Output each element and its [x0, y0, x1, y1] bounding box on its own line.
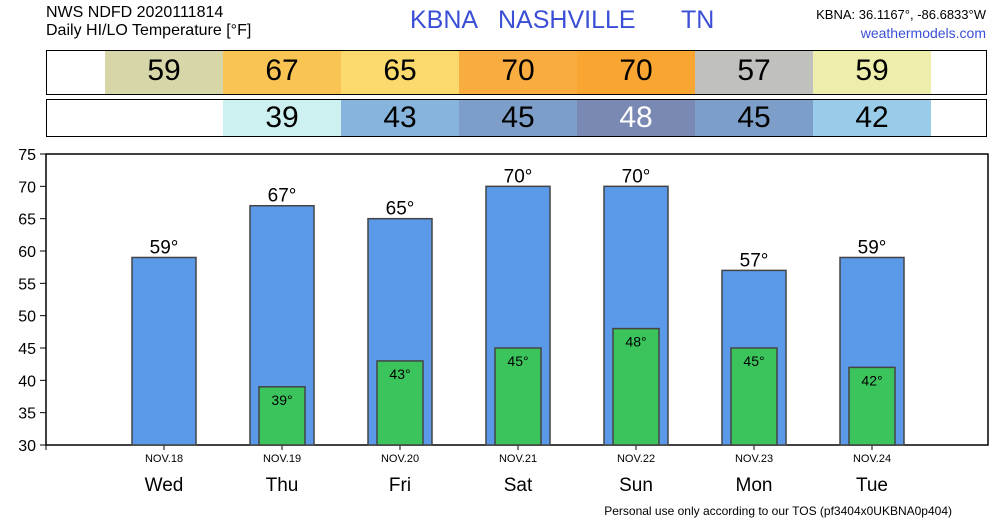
- lo-temperature-strip: 39 43 45 48 45 42: [46, 99, 987, 137]
- x-date-label: NOV.20: [381, 453, 419, 465]
- lo-temp-cell: 42: [813, 100, 931, 136]
- lo-bar: [730, 347, 778, 446]
- lo-bar: [258, 386, 306, 446]
- x-day-label: Wed: [145, 475, 184, 496]
- x-day-label: Sat: [504, 475, 533, 496]
- x-date-label: NOV.23: [735, 453, 773, 465]
- tos-footer: Personal use only according to our TOS (…: [604, 504, 952, 518]
- lo-temp-cell: 48: [577, 100, 695, 136]
- lo-bar: [376, 360, 424, 446]
- header-right: KBNA: 36.1167°, -86.6833°W weathermodels…: [816, 5, 986, 43]
- y-tick-label: 40: [18, 373, 36, 390]
- x-day-label: Fri: [389, 475, 411, 496]
- lo-bar-label: 48°: [625, 334, 646, 350]
- hi-temp-cell: 70: [577, 51, 695, 94]
- site-link[interactable]: weathermodels.com: [860, 25, 986, 41]
- hi-temp-cell: 67: [223, 51, 341, 94]
- hi-temp-cell: 70: [459, 51, 577, 94]
- y-tick-label: 45: [18, 341, 36, 358]
- y-tick-label: 70: [18, 179, 36, 196]
- hi-bar-label: 59°: [858, 237, 887, 258]
- lo-bar-label: 45°: [507, 353, 528, 369]
- lo-bar-label: 43°: [389, 366, 410, 382]
- lo-bar: [494, 347, 542, 446]
- x-date-label: NOV.22: [617, 453, 655, 465]
- hi-temperature-strip: 59 67 65 70 70 57 59: [46, 50, 987, 95]
- x-day-label: Sun: [619, 475, 653, 496]
- x-day-label: Tue: [856, 475, 888, 496]
- station-id: KBNA: [410, 6, 479, 34]
- y-tick-label: 75: [18, 147, 36, 164]
- x-date-label: NOV.18: [145, 453, 183, 465]
- hi-bar-label: 65°: [386, 199, 415, 220]
- hi-temp-cell: 57: [695, 51, 813, 94]
- lo-temp-cell: 39: [223, 100, 341, 136]
- x-date-label: NOV.24: [853, 453, 891, 465]
- hi-bar-label: 70°: [504, 166, 533, 187]
- lo-temp-cell: 45: [695, 100, 813, 136]
- lo-temp-cell: 43: [341, 100, 459, 136]
- x-date-label: NOV.21: [499, 453, 537, 465]
- hi-bar-label: 59°: [150, 237, 179, 258]
- hi-bar-label: 57°: [740, 250, 769, 271]
- station-coordinates: KBNA: 36.1167°, -86.6833°W: [816, 7, 986, 22]
- header-left: NWS NDFD 2020111814 Daily HI/LO Temperat…: [46, 4, 251, 40]
- lo-bar: [848, 366, 896, 446]
- lo-bar-label: 42°: [861, 372, 882, 388]
- x-date-label: NOV.19: [263, 453, 301, 465]
- y-tick-label: 30: [18, 438, 36, 455]
- y-tick-label: 60: [18, 244, 36, 261]
- station-state: TN: [681, 6, 715, 34]
- station-city: NASHVILLE: [498, 6, 636, 34]
- x-day-label: Mon: [736, 475, 773, 496]
- lo-temp-cell: 45: [459, 100, 577, 136]
- x-day-label: Thu: [266, 475, 299, 496]
- hi-bar-label: 70°: [622, 166, 651, 187]
- y-tick-label: 65: [18, 212, 36, 229]
- hi-bar-label: 67°: [268, 186, 297, 207]
- lo-bar: [612, 327, 660, 446]
- chart-subtitle: Daily HI/LO Temperature [°F]: [46, 22, 252, 39]
- model-run-label: NWS NDFD 2020111814: [46, 4, 224, 21]
- y-tick-label: 55: [18, 276, 36, 293]
- lo-bar-label: 39°: [271, 392, 292, 408]
- hi-temp-cell: 59: [105, 51, 223, 94]
- y-tick-label: 50: [18, 309, 36, 326]
- y-tick-label: 35: [18, 406, 36, 423]
- lo-bar-label: 45°: [743, 353, 764, 369]
- hi-bar: [131, 256, 197, 446]
- hi-temp-cell: 59: [813, 51, 931, 94]
- hi-temp-cell: 65: [341, 51, 459, 94]
